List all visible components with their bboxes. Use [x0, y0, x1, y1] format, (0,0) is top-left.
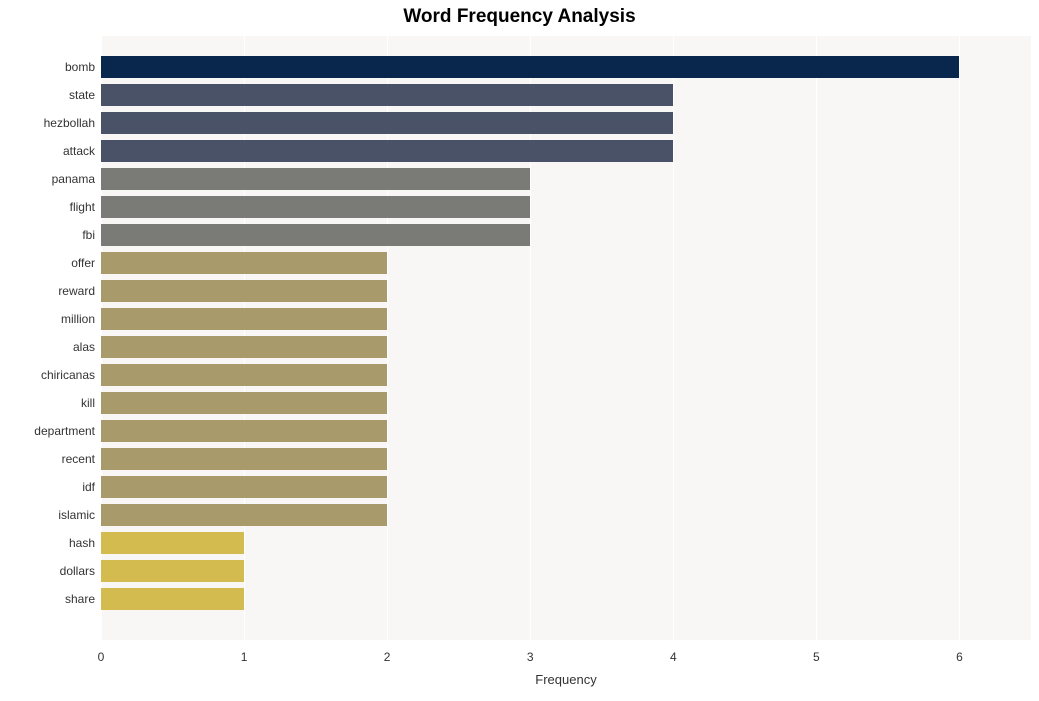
bar	[101, 56, 959, 78]
bar	[101, 196, 530, 218]
y-tick-label: attack	[0, 144, 95, 158]
y-tick-label: panama	[0, 172, 95, 186]
y-tick-label: million	[0, 312, 95, 326]
y-tick-label: alas	[0, 340, 95, 354]
y-tick-label: share	[0, 592, 95, 606]
y-tick-label: kill	[0, 396, 95, 410]
bar	[101, 112, 673, 134]
y-tick-label: chiricanas	[0, 368, 95, 382]
grid-line	[816, 36, 817, 640]
bar	[101, 364, 387, 386]
y-tick-label: hash	[0, 536, 95, 550]
chart-title: Word Frequency Analysis	[0, 6, 1039, 28]
bar	[101, 420, 387, 442]
y-tick-label: dollars	[0, 564, 95, 578]
bar	[101, 504, 387, 526]
bar	[101, 448, 387, 470]
y-tick-label: fbi	[0, 228, 95, 242]
bar	[101, 224, 530, 246]
y-tick-label: state	[0, 88, 95, 102]
plot-area	[101, 36, 1031, 640]
bar	[101, 84, 673, 106]
x-tick-label: 4	[670, 650, 677, 664]
x-tick-label: 1	[241, 650, 248, 664]
bar	[101, 140, 673, 162]
y-tick-label: offer	[0, 256, 95, 270]
x-tick-label: 5	[813, 650, 820, 664]
bar	[101, 476, 387, 498]
x-axis-title: Frequency	[535, 672, 596, 687]
bar	[101, 168, 530, 190]
y-tick-label: bomb	[0, 60, 95, 74]
y-tick-label: islamic	[0, 508, 95, 522]
y-tick-label: idf	[0, 480, 95, 494]
bar	[101, 280, 387, 302]
x-tick-label: 0	[98, 650, 105, 664]
bar	[101, 560, 244, 582]
bar	[101, 336, 387, 358]
y-tick-label: reward	[0, 284, 95, 298]
y-tick-label: recent	[0, 452, 95, 466]
y-tick-label: hezbollah	[0, 116, 95, 130]
grid-line	[673, 36, 674, 640]
bar	[101, 252, 387, 274]
bar	[101, 532, 244, 554]
bar	[101, 308, 387, 330]
bar	[101, 392, 387, 414]
x-tick-label: 6	[956, 650, 963, 664]
x-tick-label: 3	[527, 650, 534, 664]
y-tick-label: flight	[0, 200, 95, 214]
x-tick-label: 2	[384, 650, 391, 664]
y-tick-label: department	[0, 424, 95, 438]
grid-line	[959, 36, 960, 640]
word-frequency-chart: Word Frequency Analysis Frequency 0 1 2 3 4 5…	[0, 0, 1039, 701]
bar	[101, 588, 244, 610]
